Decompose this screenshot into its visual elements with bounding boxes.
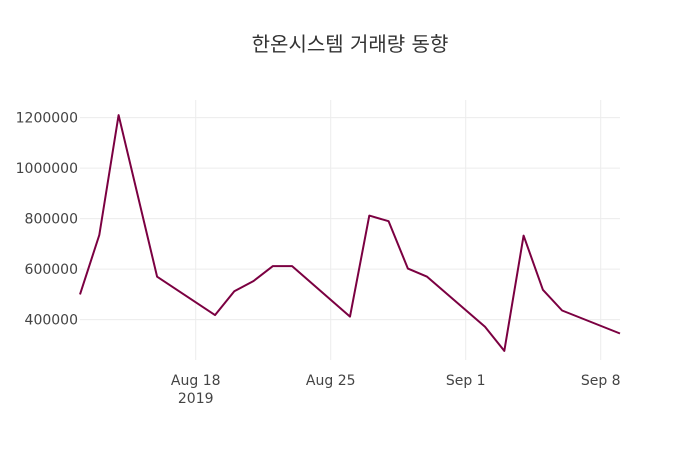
x-tick-label: Aug 18 (171, 373, 221, 389)
y-tick-label: 400000 (25, 313, 78, 329)
y-tick-label: 600000 (25, 262, 78, 278)
x-tick-label: Aug 25 (306, 373, 356, 389)
x-tick-label: Sep 1 (446, 373, 486, 389)
chart-title: 한온시스템 거래량 동향 (251, 32, 449, 56)
series-line (79, 114, 621, 352)
x-tick-label: Sep 8 (581, 373, 621, 389)
y-tick-label: 1200000 (16, 111, 78, 127)
x-tick-sublabel: 2019 (178, 391, 214, 407)
y-tick-label: 1000000 (16, 161, 78, 177)
y-tick-label: 800000 (25, 212, 78, 228)
